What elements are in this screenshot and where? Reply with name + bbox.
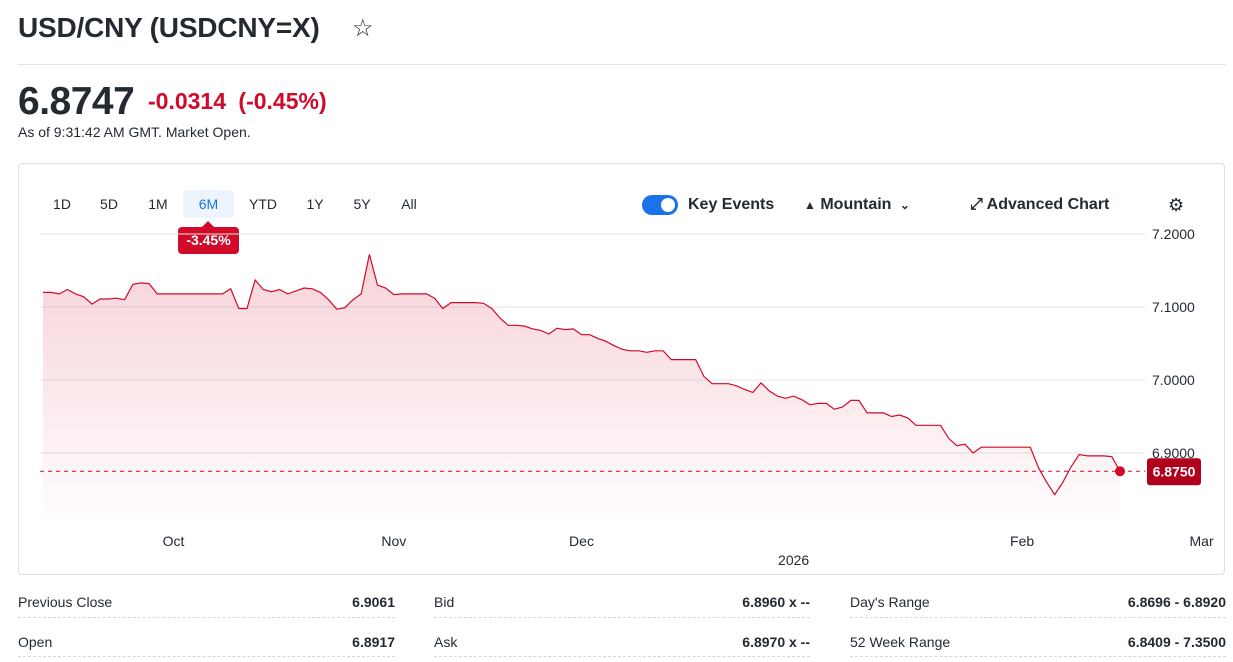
- expand-icon: ⤢: [970, 196, 983, 213]
- chart-type-label: Mountain: [820, 196, 892, 213]
- divider: [850, 617, 1226, 618]
- chart-type-dropdown[interactable]: ▲ Mountain ⌄: [804, 196, 910, 214]
- divider: [18, 64, 1226, 65]
- stat-label: Previous Close: [18, 594, 113, 610]
- key-events-label: Key Events: [688, 196, 775, 213]
- stat-label: Day's Range: [850, 594, 930, 610]
- price-change-value: -0.0314: [148, 88, 227, 114]
- advanced-chart-label: Advanced Chart: [986, 196, 1110, 213]
- range-all[interactable]: All: [401, 196, 417, 212]
- divider: [434, 617, 810, 618]
- stat-label: Ask: [434, 634, 458, 650]
- stat-value: 6.8960 x --: [742, 594, 810, 610]
- chevron-down-icon: ⌄: [899, 198, 910, 212]
- page-title: USD/CNY (USDCNY=X): [18, 12, 320, 43]
- market-status: As of 9:31:42 AM GMT. Market Open.: [18, 124, 251, 140]
- divider: [18, 617, 395, 618]
- stat-label: Open: [18, 634, 53, 650]
- range-5y[interactable]: 5Y: [353, 196, 371, 212]
- stat-value: 6.8917: [352, 634, 395, 650]
- mountain-icon: ▲: [804, 198, 816, 212]
- chart-card: [18, 163, 1225, 575]
- stat-value: 6.8409 - 7.3500: [1127, 634, 1226, 650]
- range-5d[interactable]: 5D: [100, 196, 118, 212]
- advanced-chart-button[interactable]: ⤢ Advanced Chart: [970, 196, 1109, 214]
- star-icon[interactable]: ☆: [352, 15, 374, 42]
- divider: [850, 656, 1226, 657]
- range-1d[interactable]: 1D: [53, 196, 71, 212]
- toggle-knob: [661, 198, 675, 212]
- stat-value: 6.8696 - 6.8920: [1127, 594, 1226, 610]
- key-events-toggle[interactable]: [642, 195, 678, 215]
- gear-icon[interactable]: ⚙: [1168, 195, 1185, 215]
- range-1m[interactable]: 1M: [148, 196, 168, 212]
- range-1y[interactable]: 1Y: [306, 196, 324, 212]
- price-change-percent: (-0.45%): [238, 88, 327, 114]
- price-change: -0.0314 (-0.45%): [148, 88, 327, 115]
- range-ytd[interactable]: YTD: [249, 196, 277, 212]
- divider: [434, 656, 810, 657]
- stat-value: 6.8970 x --: [742, 634, 810, 650]
- stat-value: 6.9061: [352, 594, 395, 610]
- range-6m[interactable]: 6M: [183, 190, 234, 218]
- divider: [18, 656, 395, 657]
- current-price: 6.8747: [18, 80, 135, 123]
- range-change-pointer: [202, 221, 214, 227]
- stat-label: Bid: [434, 594, 455, 610]
- stat-label: 52 Week Range: [850, 634, 951, 650]
- range-change-badge: -3.45%: [178, 227, 239, 254]
